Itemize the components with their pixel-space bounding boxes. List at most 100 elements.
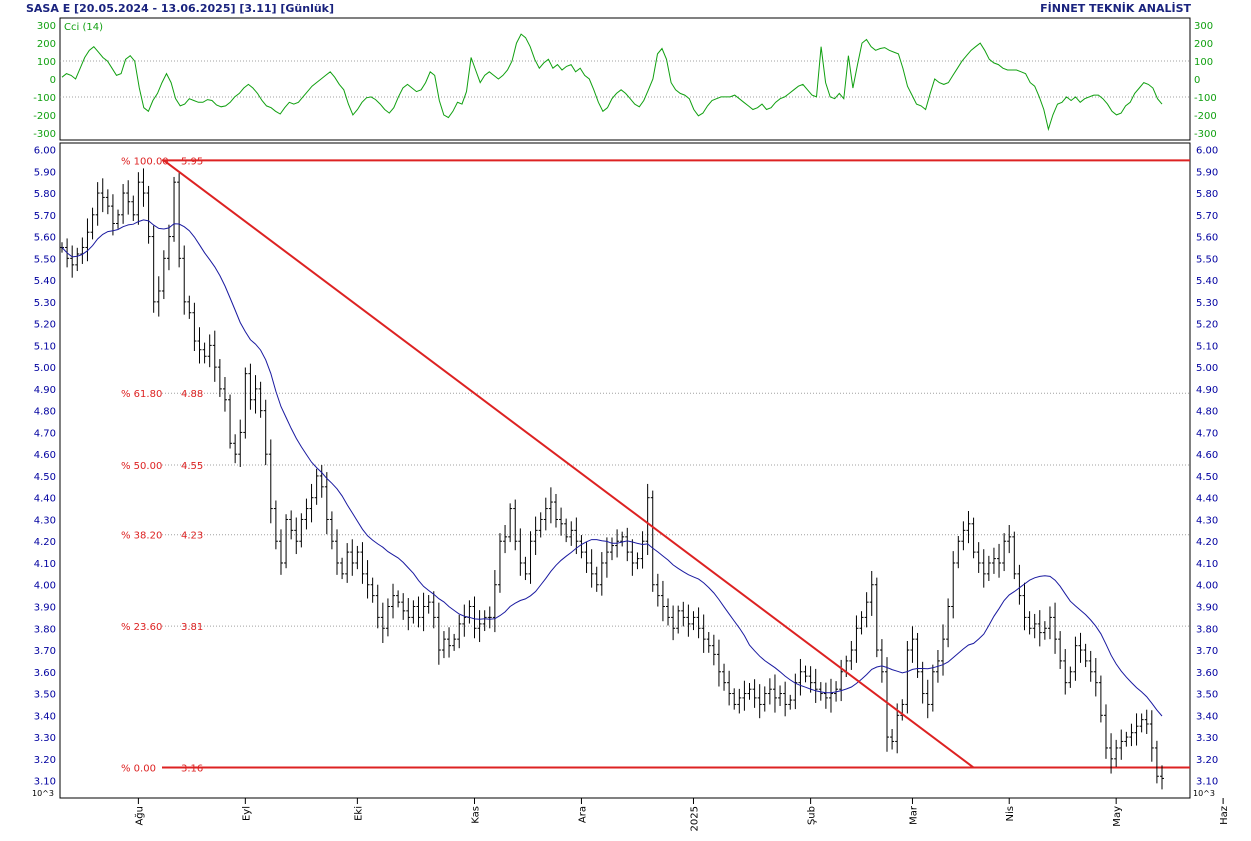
price-bar <box>95 182 100 226</box>
price-bar <box>711 634 716 666</box>
vendor-label: FİNNET TEKNİK ANALİST <box>1040 2 1191 15</box>
price-bar <box>1114 739 1119 767</box>
price-bar <box>660 580 665 622</box>
price-bar <box>879 639 884 683</box>
price-bar <box>166 224 171 271</box>
price-bar <box>1129 723 1134 747</box>
price-tick-label: 5.30 <box>1196 298 1218 309</box>
price-bar <box>823 682 828 709</box>
fib-percent-label: % 23.60 <box>121 622 162 633</box>
price-bar <box>452 633 457 651</box>
price-tick-label: 5.40 <box>1196 276 1218 287</box>
price-bar <box>854 615 859 663</box>
price-bar <box>85 218 90 262</box>
price-bar <box>441 631 446 659</box>
price-tick-label: 4.40 <box>34 494 56 505</box>
price-bar <box>116 209 121 229</box>
price-tick-label: 4.80 <box>34 407 56 418</box>
price-bar <box>834 681 839 702</box>
month-label: Haz <box>1219 806 1230 825</box>
fib-trend-line <box>163 159 975 769</box>
month-label: Eyl <box>241 806 252 821</box>
price-bar <box>818 682 823 701</box>
price-bar <box>757 684 762 719</box>
price-tick-label: 4.70 <box>34 428 56 439</box>
price-bar <box>971 517 976 559</box>
price-bar <box>1083 643 1088 668</box>
price-bar <box>528 531 533 584</box>
chart-title: SASA E [20.05.2024 - 13.06.2025] [3.11] … <box>26 2 335 15</box>
price-bar <box>778 685 783 706</box>
price-bar <box>1037 610 1042 647</box>
price-bar <box>798 658 803 696</box>
price-tick-label: 3.80 <box>34 624 56 635</box>
price-bar <box>961 521 966 551</box>
price-bar <box>406 598 411 631</box>
price-bar <box>951 551 956 619</box>
cci-label: Cci (14) <box>64 22 103 33</box>
cci-tick-label: -200 <box>1194 111 1217 122</box>
price-bar <box>1012 531 1017 580</box>
price-bar <box>1007 525 1012 554</box>
cci-tick-label: 100 <box>37 57 56 68</box>
x-unit-label-left: 10^3 <box>32 789 54 798</box>
price-bar <box>110 194 115 236</box>
price-bar <box>533 516 538 555</box>
price-bar <box>462 604 467 637</box>
price-bar <box>976 542 981 573</box>
price-bar <box>589 549 594 588</box>
price-bar <box>584 542 589 573</box>
price-bar <box>828 678 833 713</box>
month-label: Kas <box>471 806 482 824</box>
price-bar <box>604 537 609 578</box>
price-bar <box>905 641 910 714</box>
price-bar <box>278 529 283 575</box>
price-bar <box>482 610 487 632</box>
price-bar <box>411 600 416 624</box>
price-bar <box>650 490 655 592</box>
price-bar <box>655 573 660 607</box>
price-tick-label: 3.40 <box>34 711 56 722</box>
price-bar <box>1144 709 1149 734</box>
price-bar <box>645 483 650 555</box>
price-bar <box>90 207 95 240</box>
price-tick-label: 5.60 <box>1196 233 1218 244</box>
fib-value-label: 4.88 <box>181 389 203 400</box>
price-tick-label: 3.50 <box>34 690 56 701</box>
price-tick-label: 5.70 <box>34 211 56 222</box>
price-bar <box>217 359 222 397</box>
price-bar <box>839 659 844 702</box>
price-bar <box>212 330 217 382</box>
cci-panel: Cci (14) 300 200 100 0 -100 -200 -300 300 200 10… <box>33 17 1217 141</box>
price-bar <box>497 533 502 593</box>
price-bar <box>559 507 564 536</box>
fib-percent-label: % 61.80 <box>121 389 162 400</box>
fib-value-label: 4.23 <box>181 531 203 542</box>
price-tick-label: 3.30 <box>1196 733 1218 744</box>
fib-percent-label: % 38.20 <box>121 531 162 542</box>
price-bar <box>391 583 396 619</box>
price-bar <box>706 632 711 653</box>
cci-tick-label: 300 <box>1194 21 1213 32</box>
price-tick-label: 3.30 <box>34 733 56 744</box>
price-bar <box>630 539 635 576</box>
price-bar <box>447 627 452 658</box>
price-bar <box>345 543 350 583</box>
price-bar <box>503 525 508 554</box>
price-bar <box>1134 713 1139 746</box>
price-tick-label: 4.50 <box>1196 472 1218 483</box>
price-bar <box>1160 765 1164 790</box>
price-bar <box>253 375 258 414</box>
price-bar <box>396 590 401 608</box>
price-bar <box>1119 729 1124 760</box>
price-tick-label: 4.30 <box>1196 515 1218 526</box>
price-bar <box>910 626 915 663</box>
fib-percent-label: % 100.00 <box>121 156 169 167</box>
price-bar <box>772 674 777 713</box>
price-bar <box>599 552 604 596</box>
price-bar <box>340 557 345 580</box>
price-bar <box>472 596 477 639</box>
price-bar <box>895 703 900 754</box>
price-tick-label: 5.20 <box>34 320 56 331</box>
price-bar <box>991 547 996 574</box>
